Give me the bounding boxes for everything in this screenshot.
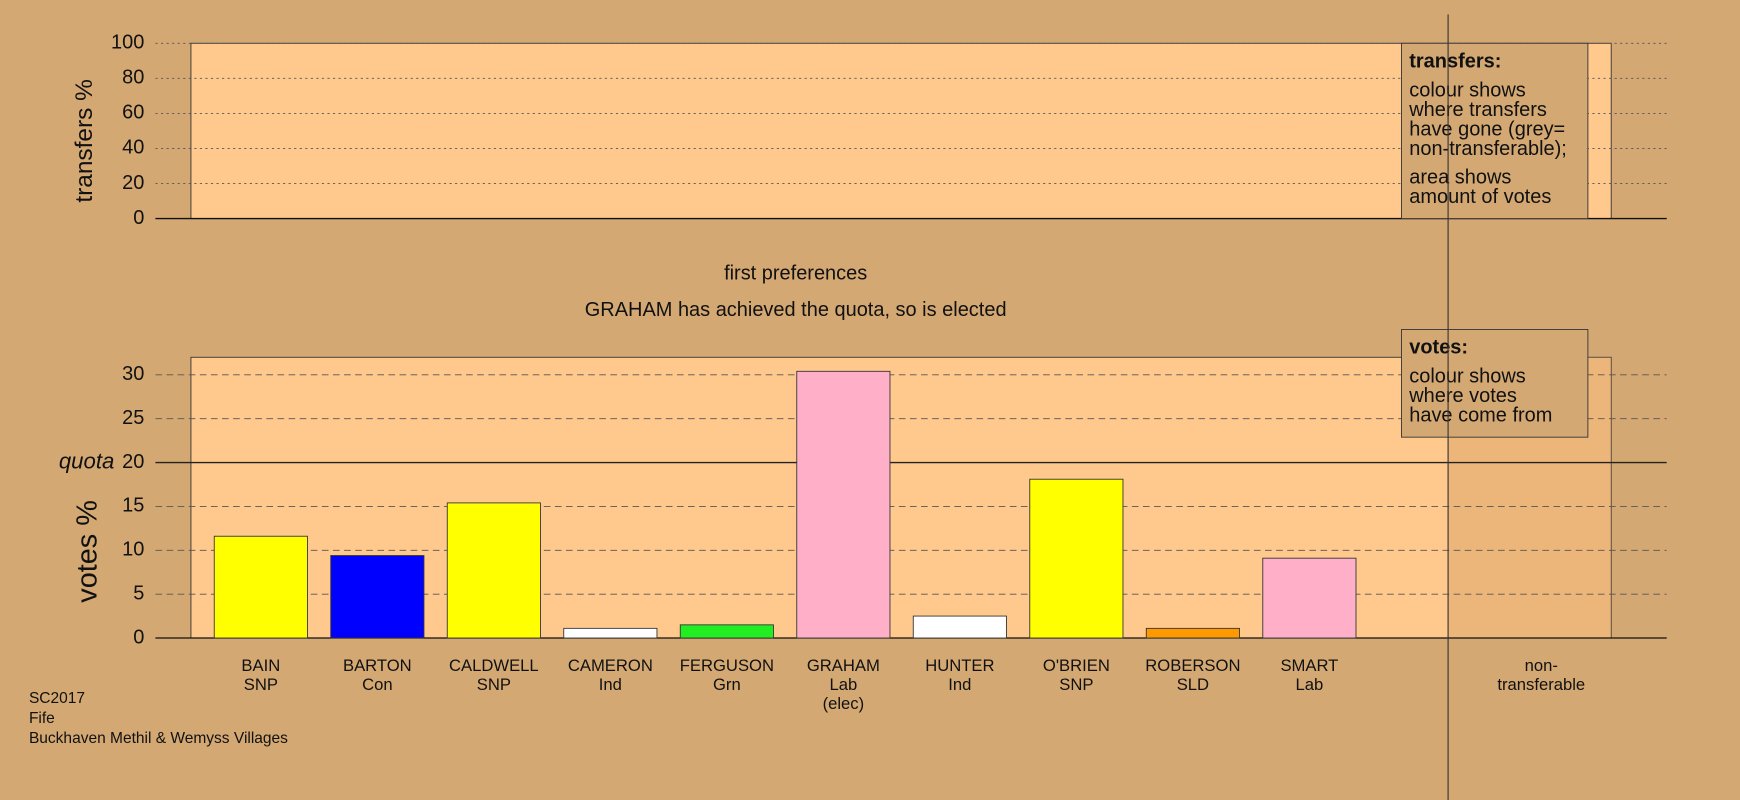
y-tick-label: 30	[122, 363, 144, 385]
x-tick-label: SNP	[477, 675, 511, 694]
footer-text: SC2017	[29, 690, 85, 707]
bar	[796, 370, 891, 639]
transfers-plot-area	[190, 42, 1612, 220]
y-tick-label: 20	[122, 172, 144, 194]
chart-subtitle: GRAHAM has achieved the quota, so is ele…	[585, 299, 1007, 321]
y-axis-label: votes %	[71, 500, 103, 603]
bar	[330, 555, 425, 639]
bar	[1029, 478, 1124, 639]
legend-text: where transfers	[1408, 99, 1547, 121]
y-tick-label: 5	[133, 582, 144, 604]
x-tick-label: (elec)	[823, 694, 865, 713]
bar	[1145, 627, 1240, 639]
x-tick-label: CALDWELL	[449, 656, 539, 675]
x-tick-label: BARTON	[343, 656, 412, 675]
legend-text: where votes	[1408, 385, 1517, 407]
votes-plot-area	[190, 356, 1612, 639]
x-tick-label: HUNTER	[925, 656, 994, 675]
legend-text: amount of votes	[1409, 186, 1551, 208]
y-tick-label: 0	[133, 207, 144, 229]
legend-box	[1401, 42, 1589, 220]
bar	[679, 624, 774, 639]
x-tick-label: BAIN	[241, 656, 280, 675]
x-tick-label: CAMERON	[568, 656, 653, 675]
x-tick-label: SLD	[1177, 675, 1209, 694]
x-tick-label: Ind	[948, 675, 971, 694]
y-tick-label: 15	[122, 495, 144, 517]
x-tick-label: SNP	[244, 675, 278, 694]
x-tick-label: FERGUSON	[680, 656, 774, 675]
y-tick-label: 10	[122, 539, 144, 561]
bar	[912, 615, 1007, 639]
chart-title: first preferences	[724, 262, 867, 284]
x-tick-label: Grn	[713, 675, 741, 694]
x-tick-label: transferable	[1497, 675, 1585, 694]
legend-text: have come from	[1409, 405, 1552, 427]
legend-text: colour shows	[1409, 79, 1526, 101]
x-tick-label: SMART	[1280, 656, 1338, 675]
y-tick-label: 100	[111, 32, 144, 54]
x-tick-label: non-	[1525, 656, 1558, 675]
bar	[563, 627, 658, 639]
x-tick-label: Lab	[1296, 675, 1324, 694]
x-tick-label: O'BRIEN	[1043, 656, 1110, 675]
footer-text: Buckhaven Methil & Wemyss Villages	[29, 730, 288, 747]
y-tick-label: 40	[122, 137, 144, 159]
legend-title: transfers:	[1409, 50, 1501, 72]
x-tick-label: SNP	[1059, 675, 1093, 694]
x-tick-label: ROBERSON	[1145, 656, 1240, 675]
x-tick-label: Lab	[829, 675, 857, 694]
legend-text: area shows	[1409, 166, 1511, 188]
x-tick-label: Con	[362, 675, 393, 694]
x-tick-label: GRAHAM	[807, 656, 880, 675]
y-tick-label: 60	[122, 102, 144, 124]
legend-text: non-transferable);	[1409, 138, 1567, 160]
legend-title: votes:	[1409, 337, 1468, 359]
bar	[213, 535, 308, 639]
y-tick-label: 80	[122, 67, 144, 89]
y-axis-label: transfers %	[71, 79, 98, 202]
quota-label: quota	[59, 448, 115, 473]
bar	[446, 502, 541, 639]
y-tick-label: 0	[133, 626, 144, 648]
footer-text: Fife	[29, 710, 55, 727]
legend-box	[1401, 329, 1589, 438]
legend-text: colour shows	[1409, 366, 1526, 388]
x-tick-label: Ind	[599, 675, 622, 694]
y-tick-label: 20	[122, 451, 144, 473]
bar	[1262, 557, 1357, 639]
y-tick-label: 25	[122, 407, 144, 429]
